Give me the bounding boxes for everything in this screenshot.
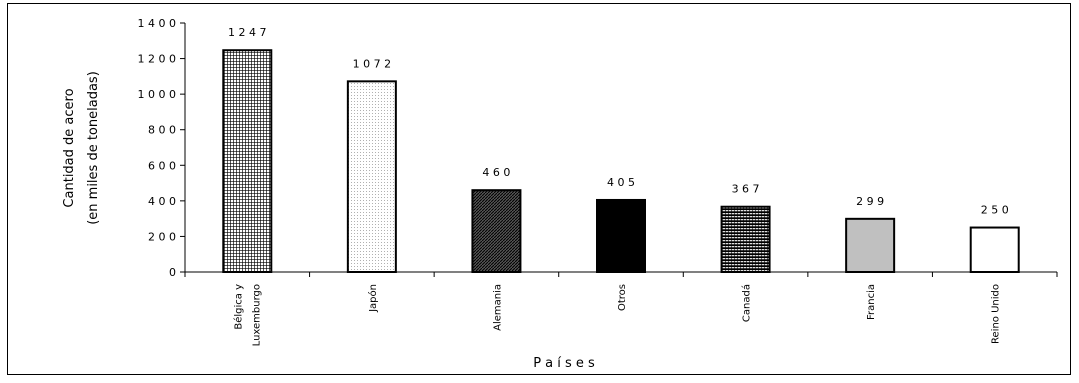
data-label: 4 6 0 — [482, 166, 510, 179]
y-tick-label: 1 2 0 0 — [138, 53, 176, 66]
x-tick-label: Japón — [367, 284, 379, 313]
x-axis: Bélgica y Luxemburgo Japón Alemania Otros Can… — [184, 271, 1058, 346]
bar — [346, 80, 397, 273]
y-tick-label: 0 — [169, 266, 176, 279]
x-axis-title: P a í s e s — [533, 356, 595, 371]
data-label: 3 6 7 — [732, 183, 760, 196]
data-label: 1 0 7 2 — [353, 57, 391, 70]
y-axis-title: Cantidad de acero (en miles de toneladas) — [62, 71, 101, 225]
y-axis: 0 2 0 0 4 0 0 6 0 0 8 0 0 1 0 0 0 1 2 0 0 1 4 0… — [138, 17, 186, 279]
y-tick-label: 2 0 0 — [148, 230, 176, 243]
bar-chart: Cantidad de acero (en miles de toneladas)… — [62, 17, 1058, 371]
data-label: 2 5 0 — [981, 204, 1009, 217]
bar — [720, 205, 771, 273]
y-tick-label: 6 0 0 — [148, 159, 176, 172]
bar — [845, 217, 896, 273]
x-tick-label: Luxemburgo — [251, 284, 262, 346]
data-label: 1 2 4 7 — [228, 26, 266, 39]
x-tick-label: Alemania — [492, 284, 503, 331]
y-tick-label: 4 0 0 — [148, 195, 176, 208]
y-tick-label: 8 0 0 — [148, 124, 176, 137]
y-axis-title-line: Cantidad de acero — [62, 88, 77, 207]
bars: 1 2 4 7 1 0 7 2 4 6 0 4 0 5 3 6 7 2 9 9 2 5 0 — [222, 26, 1020, 274]
y-tick-label: 1 4 0 0 — [138, 17, 176, 30]
y-axis-title-line: (en miles de toneladas) — [86, 71, 101, 225]
data-label: 4 0 5 — [607, 176, 635, 189]
bar — [471, 189, 522, 273]
x-tick-label: Bélgica y — [232, 284, 244, 330]
bar — [222, 49, 273, 273]
y-tick-label: 1 0 0 0 — [138, 88, 176, 101]
bar — [969, 226, 1020, 274]
chart-frame: Cantidad de acero (en miles de toneladas)… — [7, 3, 1071, 375]
x-tick-label: Reino Unido — [991, 284, 1002, 344]
x-tick-label: Francia — [866, 284, 877, 320]
bar — [596, 198, 646, 273]
x-tick-label: Canadá — [741, 284, 753, 322]
x-tick-label: Otros — [617, 284, 628, 311]
data-label: 2 9 9 — [856, 195, 884, 208]
